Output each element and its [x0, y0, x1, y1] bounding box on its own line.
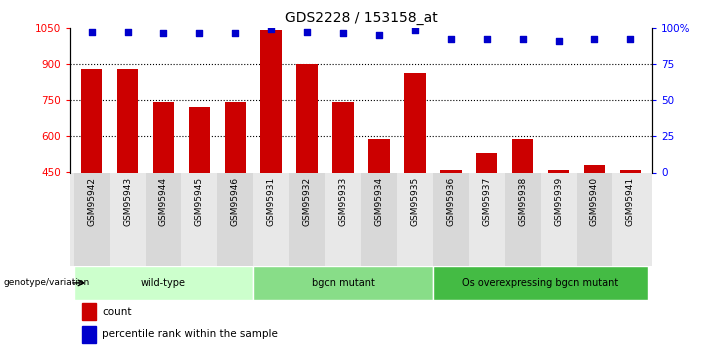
- Bar: [540, 172, 576, 266]
- Bar: [433, 172, 469, 266]
- Bar: [82, 303, 96, 320]
- Bar: [368, 139, 390, 172]
- Text: genotype/variation: genotype/variation: [4, 278, 90, 287]
- Text: GSM95935: GSM95935: [410, 177, 419, 226]
- Bar: [469, 172, 505, 266]
- Point: [230, 31, 241, 36]
- Point: [445, 37, 456, 42]
- Point: [517, 37, 529, 42]
- Bar: [74, 172, 109, 266]
- Bar: [476, 153, 498, 172]
- Point: [86, 29, 97, 35]
- Point: [481, 37, 492, 42]
- Bar: [325, 172, 361, 266]
- Bar: [404, 73, 426, 172]
- Point: [409, 28, 421, 33]
- Point: [193, 31, 205, 36]
- Point: [374, 32, 385, 38]
- Text: wild-type: wild-type: [141, 278, 186, 288]
- Bar: [332, 102, 354, 172]
- Bar: [109, 172, 146, 266]
- Point: [266, 26, 277, 32]
- Text: GSM95939: GSM95939: [554, 177, 563, 226]
- Bar: [433, 266, 648, 300]
- Text: GSM95931: GSM95931: [266, 177, 275, 226]
- Text: GSM95938: GSM95938: [518, 177, 527, 226]
- Bar: [512, 139, 533, 172]
- Bar: [440, 170, 461, 172]
- Bar: [361, 172, 397, 266]
- Bar: [547, 170, 569, 172]
- Text: bgcn mutant: bgcn mutant: [312, 278, 374, 288]
- Bar: [117, 69, 138, 172]
- Point: [337, 31, 348, 36]
- Bar: [146, 172, 182, 266]
- Point: [589, 37, 600, 42]
- Bar: [290, 172, 325, 266]
- Bar: [505, 172, 540, 266]
- Text: GSM95945: GSM95945: [195, 177, 204, 226]
- Title: GDS2228 / 153158_at: GDS2228 / 153158_at: [285, 11, 437, 25]
- Text: percentile rank within the sample: percentile rank within the sample: [102, 329, 278, 339]
- Bar: [253, 266, 433, 300]
- Text: GSM95944: GSM95944: [159, 177, 168, 226]
- Text: count: count: [102, 307, 132, 317]
- Point: [553, 38, 564, 43]
- Text: GSM95942: GSM95942: [87, 177, 96, 226]
- Text: GSM95936: GSM95936: [447, 177, 456, 226]
- Bar: [74, 266, 253, 300]
- Bar: [584, 165, 605, 172]
- Bar: [576, 172, 613, 266]
- Text: GSM95941: GSM95941: [626, 177, 635, 226]
- Text: GSM95933: GSM95933: [339, 177, 348, 226]
- Text: GSM95943: GSM95943: [123, 177, 132, 226]
- Bar: [182, 172, 217, 266]
- Point: [158, 31, 169, 36]
- Point: [625, 37, 636, 42]
- Text: GSM95940: GSM95940: [590, 177, 599, 226]
- Bar: [189, 107, 210, 172]
- Bar: [297, 64, 318, 172]
- Bar: [224, 102, 246, 172]
- Bar: [613, 172, 648, 266]
- Point: [301, 29, 313, 35]
- Bar: [261, 30, 282, 172]
- Point: [122, 29, 133, 35]
- Bar: [153, 102, 175, 172]
- Text: GSM95934: GSM95934: [374, 177, 383, 226]
- Bar: [81, 69, 102, 172]
- Text: GSM95937: GSM95937: [482, 177, 491, 226]
- Text: GSM95946: GSM95946: [231, 177, 240, 226]
- Bar: [397, 172, 433, 266]
- Bar: [217, 172, 253, 266]
- Text: Os overexpressing bgcn mutant: Os overexpressing bgcn mutant: [463, 278, 619, 288]
- Bar: [253, 172, 290, 266]
- Bar: [620, 170, 641, 172]
- Text: GSM95932: GSM95932: [303, 177, 312, 226]
- Bar: [82, 326, 96, 343]
